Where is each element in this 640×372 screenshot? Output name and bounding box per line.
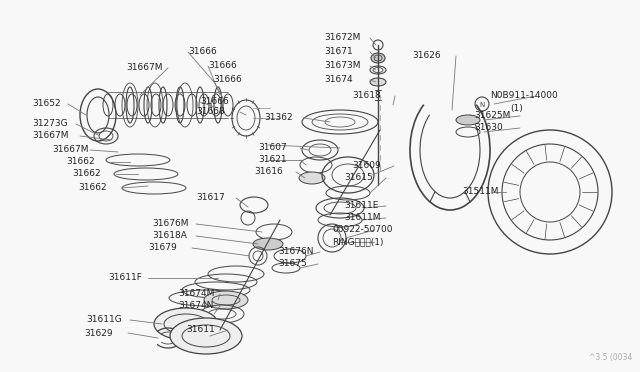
- Text: 31362: 31362: [264, 113, 292, 122]
- Ellipse shape: [170, 318, 242, 354]
- Text: 31611: 31611: [186, 326, 215, 334]
- Ellipse shape: [204, 291, 248, 309]
- Text: 31672M: 31672M: [324, 33, 360, 42]
- Text: 31666: 31666: [213, 76, 242, 84]
- Text: 31618A: 31618A: [152, 231, 187, 241]
- Text: 31609: 31609: [352, 161, 381, 170]
- Text: 31667M: 31667M: [32, 131, 68, 141]
- Text: 31621: 31621: [258, 155, 287, 164]
- Text: RINGリング(1): RINGリング(1): [332, 237, 383, 247]
- Ellipse shape: [299, 172, 325, 184]
- Text: 31652: 31652: [32, 99, 61, 109]
- Text: 31611G: 31611G: [86, 315, 122, 324]
- Text: 31662: 31662: [72, 170, 100, 179]
- Text: 00922-50700: 00922-50700: [332, 225, 392, 234]
- Text: 31611E: 31611E: [344, 202, 378, 211]
- Text: 31668: 31668: [196, 108, 225, 116]
- Text: ^3.5 (0034: ^3.5 (0034: [589, 353, 632, 362]
- Text: 31611M: 31611M: [344, 214, 381, 222]
- Text: 31676M: 31676M: [152, 219, 189, 228]
- Text: 31511M: 31511M: [462, 187, 499, 196]
- Text: 31666: 31666: [208, 61, 237, 71]
- Text: 31674N: 31674N: [178, 301, 213, 311]
- Text: 31630: 31630: [474, 124, 503, 132]
- Text: 31626: 31626: [412, 51, 440, 61]
- Ellipse shape: [253, 238, 283, 250]
- Text: 31674: 31674: [324, 76, 353, 84]
- Text: 31607: 31607: [258, 144, 287, 153]
- Text: 31615: 31615: [344, 173, 372, 183]
- Text: 31629: 31629: [84, 328, 113, 337]
- Text: (1): (1): [510, 103, 523, 112]
- Text: 31273G: 31273G: [32, 119, 68, 128]
- Ellipse shape: [370, 78, 386, 86]
- Text: 31667M: 31667M: [126, 64, 163, 73]
- Text: 31676N: 31676N: [278, 247, 314, 257]
- Text: 31625M: 31625M: [474, 112, 510, 121]
- Text: 31611F: 31611F: [108, 273, 142, 282]
- Text: 31667M: 31667M: [52, 145, 88, 154]
- Text: 31617: 31617: [196, 193, 225, 202]
- Text: 31666: 31666: [188, 48, 217, 57]
- Text: 31671: 31671: [324, 48, 353, 57]
- Text: 31666: 31666: [200, 97, 228, 106]
- Text: 31679: 31679: [148, 244, 177, 253]
- Text: 31674M: 31674M: [178, 289, 214, 298]
- Text: 31673M: 31673M: [324, 61, 360, 71]
- Text: 31662: 31662: [78, 183, 107, 192]
- Ellipse shape: [154, 308, 218, 340]
- Text: 31616: 31616: [254, 167, 283, 176]
- Ellipse shape: [371, 53, 385, 63]
- Text: 31662: 31662: [66, 157, 95, 167]
- Text: N: N: [479, 102, 484, 108]
- Text: 31618: 31618: [352, 92, 381, 100]
- Ellipse shape: [456, 115, 480, 125]
- Text: 31675: 31675: [278, 260, 307, 269]
- Text: N0B911-14000: N0B911-14000: [490, 92, 557, 100]
